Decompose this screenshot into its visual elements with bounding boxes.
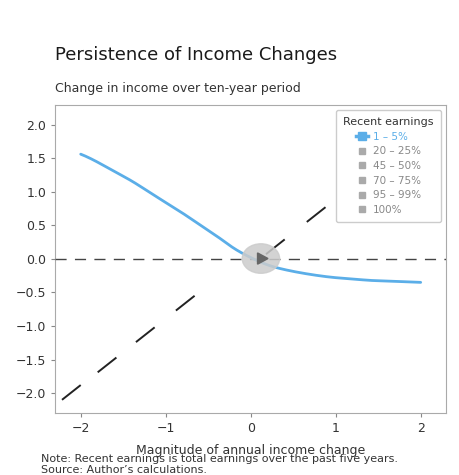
Text: Source: Author’s calculations.: Source: Author’s calculations. [41, 465, 207, 475]
Polygon shape [257, 253, 268, 264]
Text: Persistence of Income Changes: Persistence of Income Changes [55, 47, 336, 65]
Circle shape [242, 244, 279, 273]
Text: Note: Recent earnings is total earnings over the past five years.: Note: Recent earnings is total earnings … [41, 454, 397, 464]
X-axis label: Magnitude of annual income change: Magnitude of annual income change [136, 444, 364, 456]
Text: Change in income over ten-year period: Change in income over ten-year period [55, 82, 300, 95]
Legend: 1 – 5%, 20 – 25%, 45 – 50%, 70 – 75%, 95 – 99%, 100%: 1 – 5%, 20 – 25%, 45 – 50%, 70 – 75%, 95… [335, 110, 440, 222]
